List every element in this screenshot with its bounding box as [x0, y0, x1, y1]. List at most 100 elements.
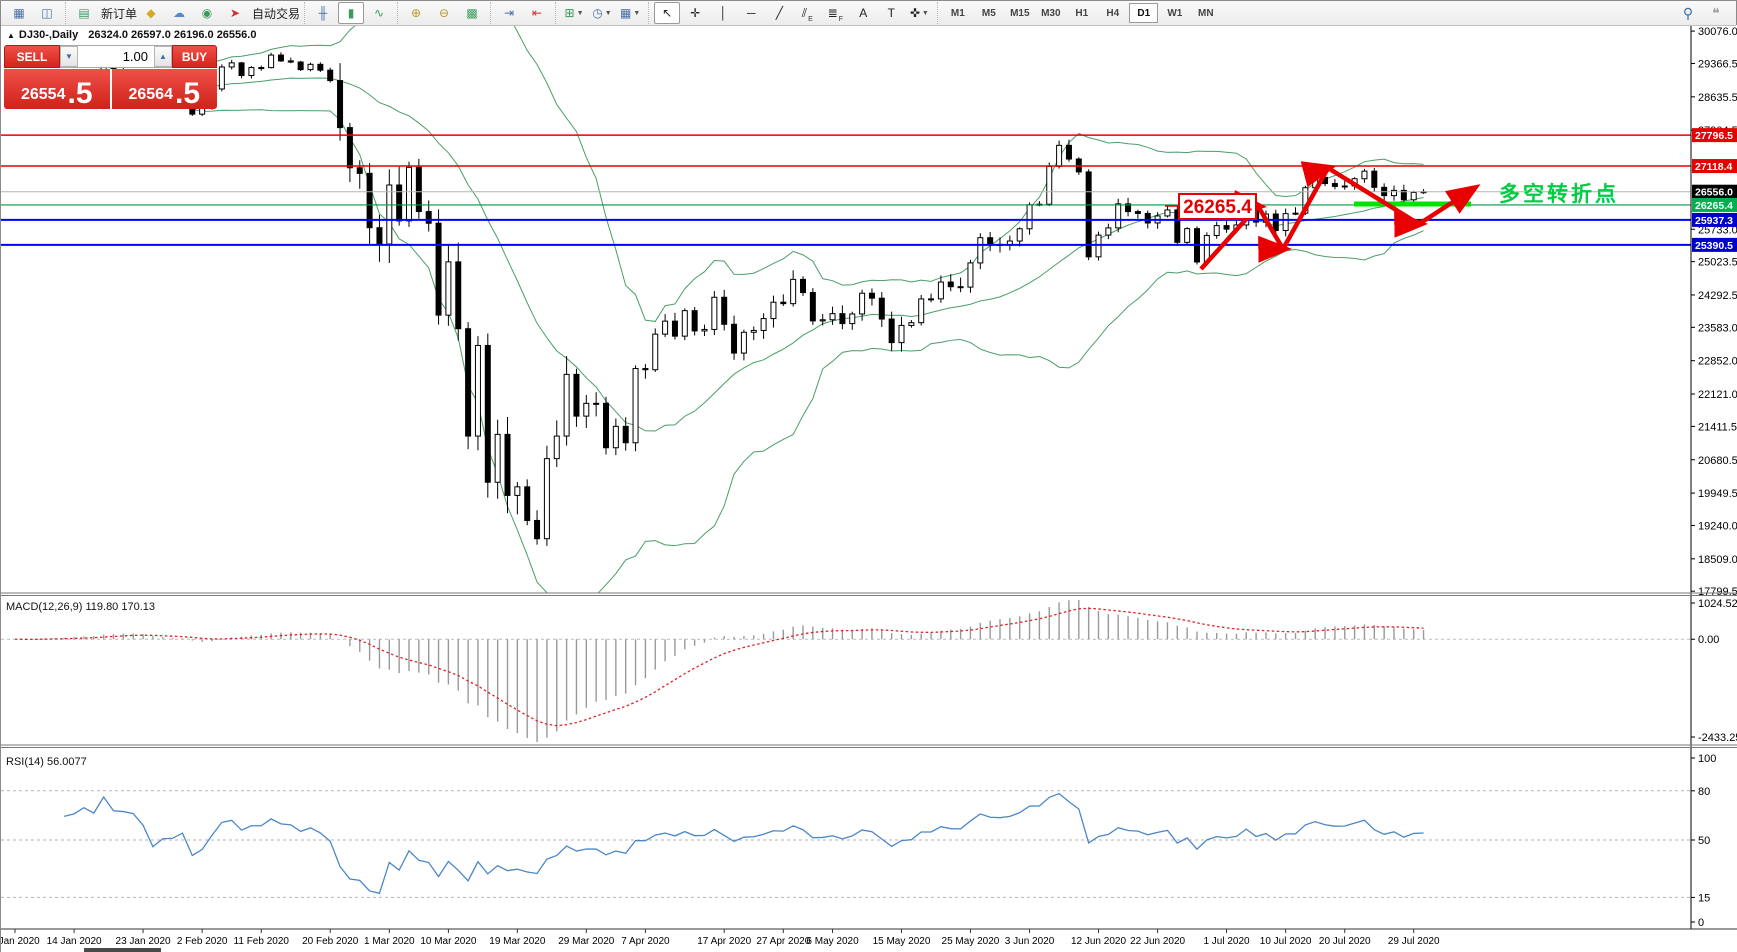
- time-tick-label: 6 May 2020: [806, 936, 859, 947]
- charts-panel-icon[interactable]: ▦: [6, 2, 32, 24]
- candle: [1292, 212, 1299, 215]
- publisher-icon[interactable]: ☁: [166, 2, 192, 24]
- volume-input[interactable]: 1.00: [78, 46, 154, 67]
- time-tick-label: 1 Jul 2020: [1203, 936, 1250, 947]
- signals-icon[interactable]: ◉: [194, 2, 220, 24]
- timeframe-button-w1[interactable]: W1: [1167, 7, 1183, 19]
- candle: [809, 292, 816, 322]
- candlestick-chart-icon[interactable]: ▮: [338, 2, 365, 24]
- history-center-icon: ◆: [146, 6, 156, 20]
- timeframe-button-m1[interactable]: M1: [950, 7, 965, 19]
- text-label-icon: T: [887, 6, 895, 20]
- timeframe-button-m30[interactable]: M30: [1041, 7, 1061, 19]
- chat-icon[interactable]: ❝: [1712, 4, 1720, 21]
- arrows-icon[interactable]: ✜ ▼: [906, 2, 932, 24]
- one-click-trading-panel: SELL ▼ 1.00 ▲ BUY 26554 .5 26564 .5: [4, 45, 217, 109]
- sell-button[interactable]: SELL: [4, 45, 60, 68]
- candle: [593, 402, 600, 405]
- chart-shift-icon[interactable]: ⇤: [524, 2, 550, 24]
- candle: [583, 402, 590, 417]
- trendline-icon[interactable]: ╱: [766, 2, 792, 24]
- auto-scroll-icon[interactable]: ⇥: [496, 2, 522, 24]
- equidistant-channel-icon[interactable]: ⫽ E: [794, 2, 820, 24]
- timeframe-button-mn[interactable]: MN: [1198, 7, 1214, 19]
- candle: [790, 278, 797, 305]
- candle: [691, 310, 698, 332]
- new-order-icon: ▤: [78, 6, 90, 20]
- candle: [524, 486, 531, 521]
- timeframe-button-h4[interactable]: H4: [1106, 7, 1120, 19]
- history-center-icon[interactable]: ◆: [138, 2, 164, 24]
- zoom-out-icon[interactable]: ⊖: [431, 2, 457, 24]
- candle: [1272, 213, 1279, 231]
- annotations-layer: 26265.4 多空转折点: [1165, 161, 1619, 271]
- candle: [849, 313, 856, 325]
- candle: [1115, 203, 1122, 229]
- chevron-down-icon: ▼: [921, 9, 929, 17]
- candle: [721, 296, 728, 325]
- sell-price-button[interactable]: 26554 .5: [4, 69, 110, 109]
- crosshair-icon[interactable]: ✛: [682, 2, 708, 24]
- time-axis-scroll-thumb[interactable]: [84, 948, 161, 952]
- line-chart-icon[interactable]: ∿: [366, 2, 392, 24]
- periods-icon[interactable]: ◷ ▼: [589, 2, 615, 24]
- text-label-icon[interactable]: T: [878, 2, 904, 24]
- sell-price-int: 26554: [20, 86, 66, 103]
- equidistant-channel-icon-sub: E: [808, 16, 813, 23]
- volume-decrease-button[interactable]: ▼: [60, 46, 78, 67]
- fibonacci-icon[interactable]: ≣ F: [822, 2, 848, 24]
- candle: [1184, 228, 1191, 243]
- candle: [888, 318, 895, 344]
- candle: [356, 167, 363, 174]
- time-tick-label: 15 May 2020: [873, 936, 931, 947]
- time-tick-label: 23 Jan 2020: [116, 936, 171, 947]
- horizontal-line-icon[interactable]: ─: [738, 2, 764, 24]
- timeframe-button-m5[interactable]: M5: [981, 7, 996, 19]
- templates-icon[interactable]: ▦ ▼: [617, 2, 643, 24]
- price-axis[interactable]: 30076.029366.528635.527904.525733.025023…: [1690, 25, 1737, 929]
- time-tick-label: 12 Jun 2020: [1071, 936, 1126, 947]
- macd-panel[interactable]: MACD(12,26,9) 119.80 170.13 1024.52 0.00 -2…: [1, 598, 1737, 744]
- candle: [1164, 209, 1171, 217]
- chart-canvas[interactable]: 26265.4多空转折点30076.029366.528635.527904.5…: [1, 25, 1737, 952]
- cursor-icon[interactable]: ↖: [654, 2, 681, 24]
- toolbar-group: ╫ ▮ ∿: [304, 2, 397, 24]
- axis-tick-label: 22852.0: [1698, 356, 1737, 368]
- buy-price-button[interactable]: 26564 .5: [111, 69, 217, 109]
- timeframe-button-h1[interactable]: H1: [1075, 7, 1089, 19]
- search-icon[interactable]: ⚲: [1682, 4, 1694, 21]
- price-flag-box[interactable]: [1178, 193, 1257, 220]
- price-chip-text: 26265.4: [1695, 200, 1733, 212]
- timeframe-button-d1[interactable]: D1: [1129, 3, 1159, 23]
- collapse-icon[interactable]: ▲: [7, 31, 15, 40]
- volume-increase-button[interactable]: ▲: [154, 46, 172, 67]
- zoom-in-icon[interactable]: ⊕: [403, 2, 429, 24]
- toolbar-group: ⊞ ▼ ◷ ▼ ▦ ▼: [555, 2, 648, 24]
- cursor-icon: ↖: [662, 6, 673, 20]
- rsi-panel[interactable]: RSI(14) 56.0077 100 80 50 15 0: [1, 753, 1716, 929]
- candle: [1391, 189, 1397, 197]
- candle: [1371, 170, 1378, 188]
- note-text[interactable]: 多空转折点: [1499, 182, 1619, 206]
- text-icon[interactable]: A: [850, 2, 876, 24]
- candle: [327, 69, 334, 82]
- main-price-panel[interactable]: [1, 25, 1691, 602]
- auto-trading-icon-label: 自动交易: [252, 6, 301, 21]
- candle: [543, 458, 550, 540]
- axis-tick-label: 25023.5: [1698, 257, 1737, 269]
- candle: [1341, 185, 1348, 188]
- candle: [632, 368, 639, 444]
- indicators-icon[interactable]: ⊞ ▼: [561, 2, 587, 24]
- buy-button[interactable]: BUY: [172, 45, 217, 68]
- bar-chart-icon[interactable]: ╫: [310, 2, 336, 24]
- candle: [396, 184, 403, 222]
- tile-windows-icon[interactable]: ▩: [459, 2, 485, 24]
- timeframe-button-m15[interactable]: M15: [1010, 7, 1030, 19]
- time-axis[interactable]: 5 Jan 2020 14 Jan 2020 23 Jan 2020 2 Feb 20…: [1, 929, 1440, 952]
- vertical-line-icon[interactable]: │: [710, 2, 736, 24]
- auto-trading-icon[interactable]: ➤: [222, 2, 248, 24]
- rsi-tick-label: 100: [1698, 753, 1716, 765]
- new-order-icon[interactable]: ▤: [71, 2, 97, 24]
- market-watch-icon[interactable]: ◫: [34, 2, 60, 24]
- macd-label: MACD(12,26,9) 119.80 170.13: [6, 601, 155, 613]
